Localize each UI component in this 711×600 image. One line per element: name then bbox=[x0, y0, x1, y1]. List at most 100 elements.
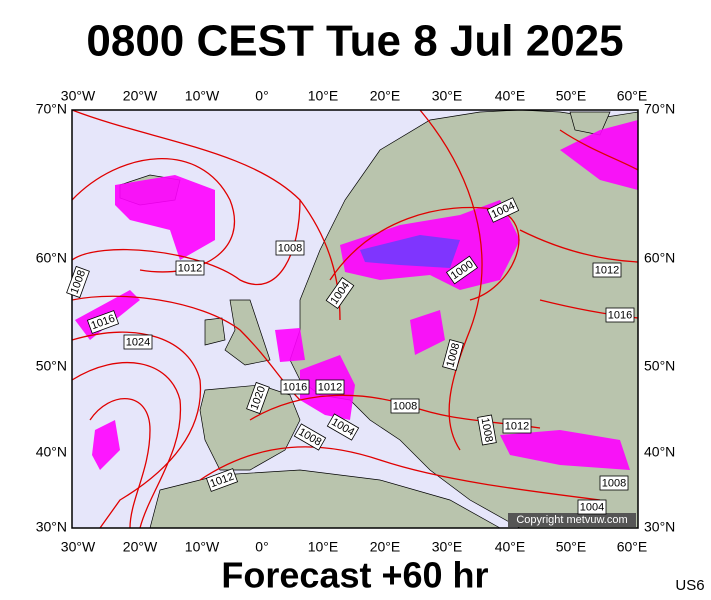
copyright-box bbox=[508, 513, 636, 527]
isobar bbox=[519, 229, 639, 263]
isobar-label-text: 1012 bbox=[505, 420, 529, 432]
isobar-label: 1016 bbox=[605, 307, 635, 323]
isobar-label-text: 1008 bbox=[479, 417, 495, 443]
longitude-label: 10°E bbox=[308, 88, 339, 104]
isobar-label-box bbox=[246, 381, 270, 415]
isobar-label: 1012 bbox=[502, 418, 532, 434]
longitude-label: 20°W bbox=[123, 539, 158, 555]
precipitation bbox=[360, 235, 460, 268]
isobar-label-box bbox=[293, 423, 327, 451]
isobar-label-box bbox=[86, 310, 120, 334]
land bbox=[224, 299, 271, 366]
isobar-label: 1008 bbox=[477, 414, 497, 446]
isobar-label-box bbox=[605, 307, 635, 323]
isobar-label-text: 1016 bbox=[608, 309, 632, 321]
isobar-label: 1008 bbox=[66, 265, 90, 299]
latitude-label: 30°N bbox=[644, 519, 675, 535]
model-code: US6 bbox=[675, 577, 704, 594]
isobar-label: 1008 bbox=[275, 240, 305, 256]
longitude-label: 10°W bbox=[185, 539, 220, 555]
isobar-label-box bbox=[577, 499, 607, 515]
land bbox=[204, 317, 226, 346]
isobar-label-box bbox=[502, 418, 532, 434]
isobar bbox=[89, 397, 151, 529]
isobar bbox=[71, 361, 182, 529]
isobar-label: 1008 bbox=[390, 398, 420, 414]
latitude-label: 70°N bbox=[644, 101, 675, 117]
isobar-label-box bbox=[390, 398, 420, 414]
longitude-label: 10°W bbox=[185, 88, 220, 104]
isobar-label-box bbox=[123, 334, 153, 350]
isobar-label-box bbox=[280, 379, 310, 395]
isobar-label-box bbox=[315, 379, 345, 395]
longitude-label: 30°E bbox=[432, 88, 463, 104]
isobar-label-box bbox=[205, 468, 239, 492]
isobar-label: 1016 bbox=[86, 310, 120, 334]
forecast-label: Forecast +60 hr bbox=[221, 555, 488, 596]
isobar-label-text: 1012 bbox=[318, 381, 342, 393]
isobar bbox=[71, 331, 202, 529]
isobar-label: 1004 bbox=[577, 499, 607, 515]
longitude-label: 60°E bbox=[617, 539, 648, 555]
precipitation bbox=[92, 420, 120, 470]
longitude-label: 60°E bbox=[617, 88, 648, 104]
isobar-label-box bbox=[445, 255, 479, 285]
isobar bbox=[71, 109, 341, 321]
map: Copyright metvuw.com bbox=[71, 109, 639, 529]
isobar-label: 1012 bbox=[175, 260, 205, 276]
isobar bbox=[71, 295, 301, 401]
latitude-label: 60°N bbox=[36, 250, 67, 266]
isobar-label-text: 1012 bbox=[178, 262, 202, 274]
isobar-label: 1012 bbox=[205, 468, 239, 492]
precipitation bbox=[560, 120, 638, 190]
isobar-label-box bbox=[175, 260, 205, 276]
isobar bbox=[199, 446, 601, 501]
map-frame bbox=[71, 109, 639, 529]
longitude-label: 30°W bbox=[61, 539, 96, 555]
title: 0800 CEST Tue 8 Jul 2025 bbox=[86, 17, 623, 66]
isobar-label-box bbox=[599, 475, 629, 491]
precipitation bbox=[275, 328, 305, 362]
longitude-label: 0° bbox=[255, 88, 268, 104]
isobar-label-box bbox=[442, 339, 464, 371]
isobar-label-box bbox=[486, 197, 520, 223]
longitude-label: 20°E bbox=[370, 539, 401, 555]
isobar-label: 1008 bbox=[599, 475, 629, 491]
isobar bbox=[559, 129, 639, 171]
isobar-label-box bbox=[275, 240, 305, 256]
precipitation bbox=[500, 430, 630, 470]
longitude-label: 40°E bbox=[495, 88, 526, 104]
isobar-label: 1016 bbox=[280, 379, 310, 395]
copyright: Copyright metvuw.com bbox=[516, 514, 627, 526]
isobar-label-text: 1008 bbox=[278, 242, 302, 254]
isobar-label-text: 1008 bbox=[602, 477, 626, 489]
longitude-label: 0° bbox=[255, 539, 268, 555]
isobar-label: 1020 bbox=[246, 381, 270, 415]
latitude-label: 50°N bbox=[644, 358, 675, 374]
isobar-label: 1012 bbox=[315, 379, 345, 395]
precipitation bbox=[115, 175, 215, 260]
latitude-label: 50°N bbox=[36, 358, 67, 374]
longitude-label: 20°E bbox=[370, 88, 401, 104]
isobar-label-box bbox=[66, 265, 90, 299]
isobar-label-text: 1024 bbox=[126, 336, 150, 348]
precipitation bbox=[410, 310, 445, 355]
isobar bbox=[419, 109, 483, 451]
longitude-label: 30°W bbox=[61, 88, 96, 104]
latitude-label: 40°N bbox=[36, 444, 67, 460]
isobar-label-text: 1012 bbox=[595, 264, 619, 276]
isobar-label: 1012 bbox=[592, 262, 622, 278]
isobar-label-text: 1016 bbox=[283, 381, 307, 393]
latitude-label: 30°N bbox=[36, 519, 67, 535]
longitude-label: 40°E bbox=[495, 539, 526, 555]
longitude-label: 10°E bbox=[308, 539, 339, 555]
isobar-label-text: 1008 bbox=[393, 400, 417, 412]
isobar-label: 1008 bbox=[442, 339, 464, 371]
isobar-label-text: 1004 bbox=[580, 501, 604, 513]
isobar-label-box bbox=[325, 276, 355, 310]
longitude-label: 50°E bbox=[556, 539, 587, 555]
isobar-label-box bbox=[326, 413, 360, 441]
longitude-label: 30°E bbox=[432, 539, 463, 555]
longitude-label: 20°W bbox=[123, 88, 158, 104]
